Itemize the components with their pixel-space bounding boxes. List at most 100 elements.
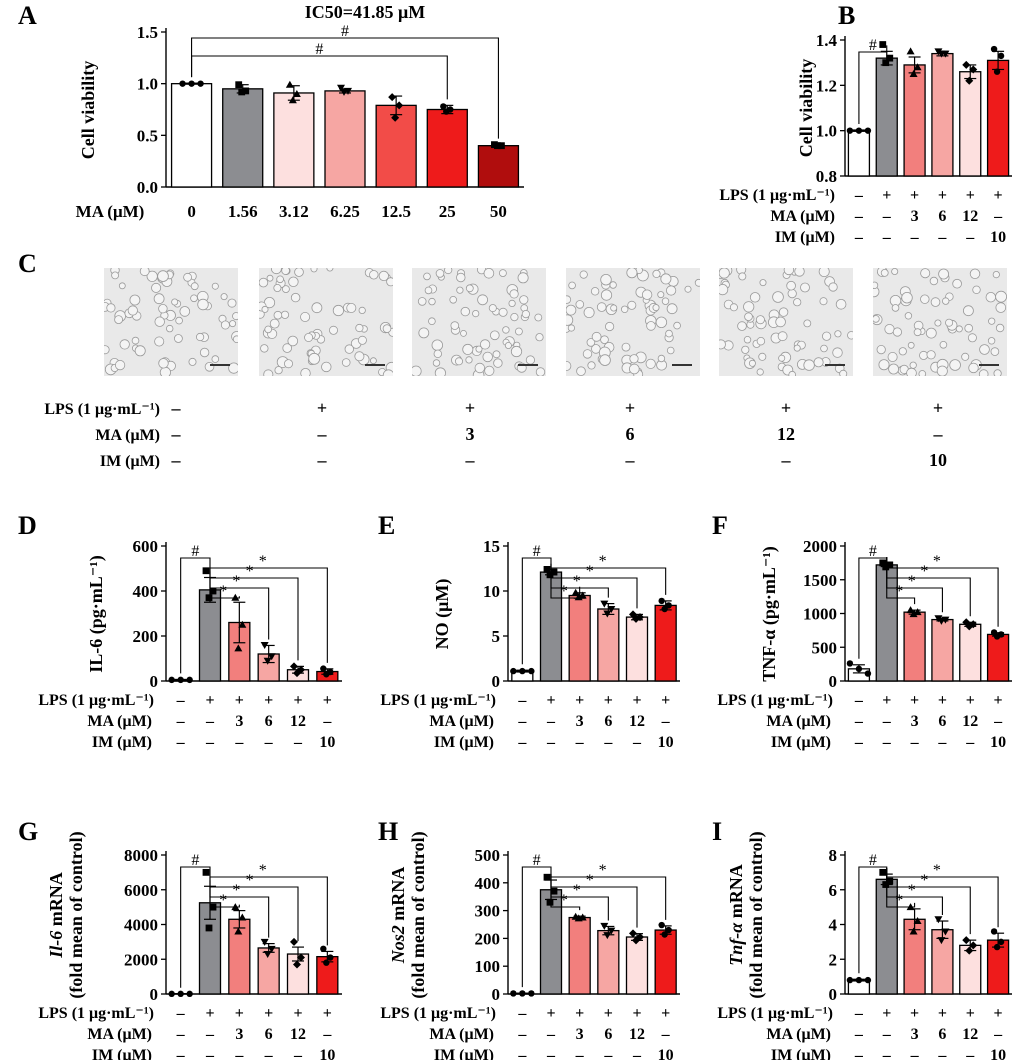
chartG-row-value-0-0: – (176, 1005, 186, 1022)
panelC-row-value-0-4: + (781, 398, 791, 418)
chartB-point-5-1 (997, 52, 1005, 60)
chartI-row-value-2-4: – (965, 1047, 975, 1060)
chartB-row-value-1-1: – (882, 208, 892, 225)
chartG-point-4-2 (293, 960, 301, 969)
chartE-sig-mark-3: * (586, 563, 594, 580)
chartG-sig-mark-0: # (191, 852, 199, 869)
chartH-sig-mark-1: * (560, 892, 568, 909)
chartA-x-tick-label: 1.56 (228, 202, 258, 221)
chartD-row-value-1-4: 12 (290, 713, 306, 730)
chartG-row-value-2-4: – (293, 1047, 303, 1060)
chartI-row-value-1-2: 3 (911, 1026, 919, 1043)
chartG-y-axis-title: Il-6 mRNA (46, 872, 66, 959)
chartF-bar-5 (986, 633, 1010, 682)
chartH-y-axis-title: Nos2 mRNA (388, 867, 408, 965)
chartE-point-1-2 (546, 571, 554, 579)
panelC-row-value-0-2: + (465, 398, 475, 418)
chartE-row-value-0-4: + (632, 692, 641, 709)
chartH-row-label-2: IM (μM) (434, 1047, 494, 1060)
chartA-point-1-2 (238, 88, 246, 96)
chartG-row-value-2-1: – (205, 1047, 215, 1060)
panelC-row-value-2-5: 10 (929, 450, 947, 470)
chartD-sig-mark-4: * (259, 553, 267, 570)
cell-texture-2 (412, 268, 546, 376)
chartB-row-value-2-1: – (882, 229, 892, 246)
chartB-bar-0 (847, 130, 871, 177)
chartE-row-value-1-4: 12 (629, 713, 645, 730)
chartF-row-value-2-1: – (882, 734, 892, 751)
chartG-row-value-0-1: + (205, 1005, 214, 1022)
chartD-bracket-2 (209, 571, 270, 640)
chartI-y-tick-label: 4 (829, 916, 838, 935)
chartD-row-value-0-3: + (264, 692, 273, 709)
chartI-row-value-0-2: + (910, 1005, 919, 1022)
chartD-row-value-0-5: + (323, 692, 332, 709)
chartA-point-4-1 (395, 101, 404, 110)
chartF-row-value-1-3: 6 (938, 713, 946, 730)
chartB-y-axis-title: Cell viability (796, 59, 816, 158)
chartE-row-value-0-0: – (517, 692, 527, 709)
micrograph-5 (719, 268, 853, 376)
chartI-row-value-1-3: 6 (938, 1026, 946, 1043)
chartH-row-label-0: LPS (1 μg·mL⁻¹) (380, 1005, 496, 1022)
chartI-row-value-2-3: – (937, 1047, 947, 1060)
chartA-bar-0 (170, 83, 213, 188)
chartA-x-tick-label: 0 (187, 202, 196, 221)
chartD-row-value-2-1: – (205, 734, 215, 751)
panelC-row-value-0-3: + (625, 398, 635, 418)
chartD-row-value-0-2: + (235, 692, 244, 709)
chartD-point-0-1 (177, 676, 184, 684)
chartE-y-tick-label: 0 (492, 672, 501, 691)
chartI-point-3-2 (937, 937, 946, 945)
chartF-row-label-2: IM (μM) (771, 734, 831, 751)
panelC-row-value-2-4: – (781, 450, 792, 470)
chartH-row-value-1-3: 6 (604, 1026, 612, 1043)
chartB-bracket-0 (858, 45, 888, 124)
chartA-x-tick-label: 25 (439, 202, 456, 221)
chartD-sig-mark-1: * (219, 583, 227, 600)
chartG-point-0-1 (177, 990, 184, 998)
chartF-y-tick-label: 0 (829, 672, 838, 691)
chartD-row-label-0: LPS (1 μg·mL⁻¹) (38, 692, 154, 709)
chartG-y-axis-title-rest: mRNA (46, 872, 66, 931)
chartH-row-value-1-1: – (546, 1026, 556, 1043)
chartH-y-axis-title-gene: Nos2 (388, 925, 408, 964)
chartD-point-4-0 (290, 662, 298, 671)
chartB-y-tick-label: 1.2 (816, 76, 837, 95)
chartG-row-value-0-5: + (323, 1005, 332, 1022)
chartB-row-label-2: IM (μM) (775, 229, 835, 246)
chartI-point-0-0 (846, 976, 854, 984)
chartA-point-3-0 (337, 84, 345, 92)
chartE-row-value-2-3: – (603, 734, 613, 751)
chartE-row-value-2-4: – (632, 734, 642, 751)
chartI-y-tick-label: 0 (829, 985, 838, 1004)
chartE-y-tick-label: 15 (483, 537, 500, 556)
micrograph-4 (566, 268, 700, 376)
chartI-point-1-0 (879, 868, 887, 876)
chartG-sig-mark-2: * (232, 882, 240, 899)
chartI-row-value-1-5: – (993, 1026, 1003, 1043)
chartE-bracket-0 (521, 557, 552, 665)
chartB-row-value-2-4: – (965, 229, 975, 246)
chartF-point-0-2 (864, 670, 872, 677)
chartA-x-tick-label: 50 (490, 202, 507, 221)
chartH-bar-3 (597, 929, 620, 995)
chartB-bar-5 (986, 59, 1010, 177)
chartG-point-3-0 (260, 938, 269, 946)
chartB-row-label-1: MA (μM) (770, 208, 835, 225)
chartG-y-tick-label: 0 (150, 985, 159, 1004)
panel-label-I: I (712, 817, 722, 846)
chartH-point-5-0 (658, 921, 665, 929)
chartH-bracket-4 (550, 874, 667, 920)
chartD-row-value-0-0: – (176, 692, 186, 709)
chartI-y-axis-title-2: (fold mean of control) (746, 831, 767, 998)
chartI-row-value-0-0: – (854, 1005, 864, 1022)
panel-label-D: D (18, 511, 37, 540)
chartI-bracket-3 (886, 868, 971, 935)
panel-label-G: G (18, 817, 38, 846)
chartF-point-4-2 (965, 622, 974, 631)
chartI-point-3-1 (941, 928, 950, 936)
panelC-row-value-0-5: + (933, 398, 943, 418)
panel-label-A: A (18, 1, 37, 30)
chartF-y-tick-label: 1500 (803, 571, 837, 590)
